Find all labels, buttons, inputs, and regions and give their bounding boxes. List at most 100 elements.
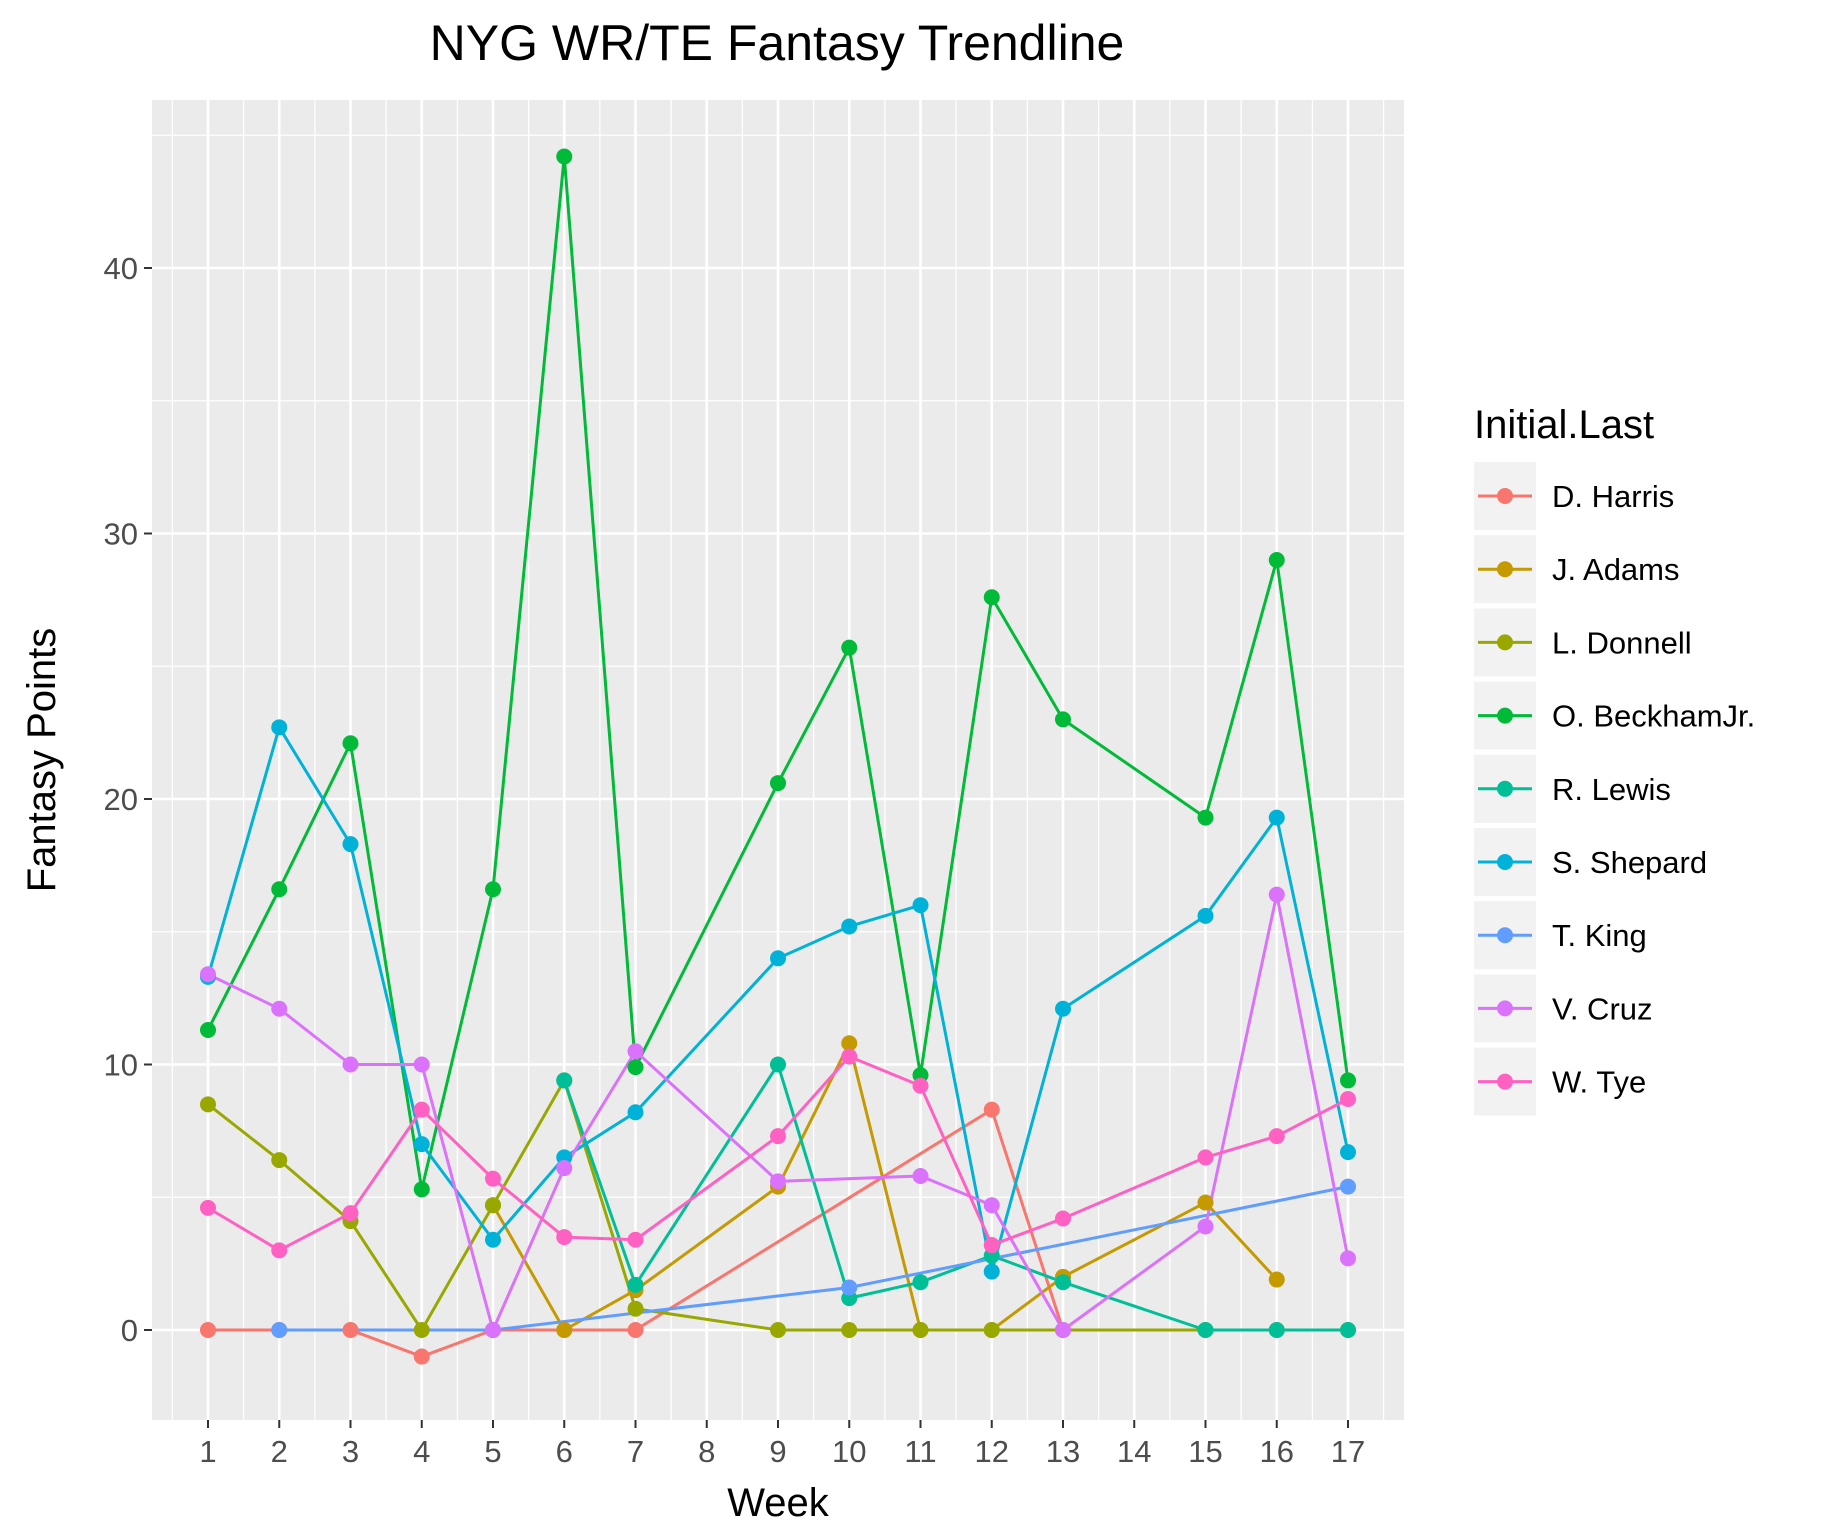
data-point-l-donnell (627, 1300, 644, 1317)
data-point-s-shepard (271, 719, 288, 736)
legend-label: L. Donnell (1552, 625, 1692, 660)
data-point-o-beckhamjr (1197, 809, 1214, 826)
data-point-d-harris (413, 1348, 430, 1365)
data-point-d-harris (200, 1322, 216, 1338)
data-point-l-donnell (200, 1096, 216, 1113)
data-point-v-cruz (983, 1197, 1000, 1214)
legend-label: W. Tye (1552, 1065, 1646, 1100)
data-point-t-king (1340, 1178, 1356, 1195)
data-point-v-cruz (1340, 1250, 1356, 1267)
data-point-d-harris (342, 1322, 359, 1338)
legend-title: Initial.Last (1474, 403, 1654, 447)
data-point-w-tye (983, 1237, 1000, 1254)
data-point-j-adams (841, 1035, 858, 1052)
data-point-s-shepard (1055, 1000, 1071, 1017)
x-tick-label: 5 (484, 1434, 501, 1469)
legend-item-l-donnell: L. Donnell (1474, 608, 1692, 677)
legend-item-r-lewis: R. Lewis (1474, 754, 1671, 823)
data-point-s-shepard (841, 918, 858, 935)
legend-label: S. Shepard (1552, 845, 1707, 880)
legend-item-o-beckhamjr: O. BeckhamJr. (1474, 681, 1755, 750)
data-point-o-beckhamjr (1268, 552, 1285, 569)
data-point-w-tye (841, 1048, 858, 1065)
data-point-l-donnell (983, 1322, 1000, 1338)
data-point-w-tye (485, 1170, 501, 1187)
data-point-j-adams (1197, 1194, 1214, 1211)
data-point-j-adams (1268, 1271, 1285, 1288)
legend-key-point (1497, 1073, 1513, 1090)
x-tick-label: 11 (904, 1434, 936, 1469)
data-point-w-tye (200, 1199, 216, 1216)
y-tick-label: 40 (104, 251, 138, 286)
y-tick-label: 0 (121, 1313, 138, 1348)
data-point-o-beckhamjr (200, 1021, 216, 1038)
data-point-w-tye (342, 1205, 359, 1222)
data-point-w-tye (1197, 1149, 1214, 1166)
x-tick-label: 17 (1331, 1434, 1365, 1469)
x-tick-label: 14 (1117, 1434, 1151, 1469)
series-line-v-cruz (207, 893, 1350, 1332)
data-point-o-beckhamjr (485, 881, 501, 898)
y-axis-title: Fantasy Points (20, 628, 64, 893)
data-point-o-beckhamjr (1340, 1072, 1356, 1089)
series-line-j-adams (491, 1041, 1278, 1332)
data-point-l-donnell (413, 1322, 430, 1338)
data-point-w-tye (1055, 1210, 1071, 1227)
data-point-r-lewis (1268, 1322, 1285, 1338)
data-point-w-tye (413, 1101, 430, 1118)
data-point-d-harris (983, 1101, 1000, 1118)
data-point-s-shepard (342, 836, 359, 853)
legend-label: V. Cruz (1552, 991, 1653, 1026)
data-point-d-harris (627, 1322, 644, 1338)
legend-item-j-adams: J. Adams (1474, 535, 1680, 604)
data-point-o-beckhamjr (841, 639, 858, 656)
data-point-r-lewis (1197, 1322, 1214, 1338)
data-point-v-cruz (342, 1056, 359, 1073)
legend-items: D. Harris J. Adams L. Donnell O. BeckhamJr.… (1474, 462, 1755, 1116)
legend-key-point (1497, 707, 1513, 724)
legend-item-d-harris: D. Harris (1474, 462, 1674, 530)
y-tick-label: 30 (104, 517, 138, 552)
legend-key-point (1497, 854, 1513, 870)
data-point-l-donnell (912, 1322, 929, 1338)
data-point-r-lewis (770, 1056, 786, 1073)
x-tick-label: 8 (698, 1434, 715, 1469)
x-tick-label: 2 (271, 1434, 288, 1469)
x-tick-label: 6 (556, 1434, 573, 1469)
data-point-o-beckhamjr (1055, 711, 1071, 728)
data-point-o-beckhamjr (413, 1181, 430, 1198)
data-point-r-lewis (556, 1072, 573, 1089)
data-point-v-cruz (200, 966, 216, 983)
legend-key-point (1497, 780, 1513, 797)
legend: Initial.Last D. Harris J. Adams L. Donnell… (1474, 403, 1755, 1116)
legend-item-v-cruz: V. Cruz (1474, 974, 1653, 1043)
data-point-v-cruz (912, 1168, 929, 1185)
y-tick-label: 20 (104, 782, 138, 817)
data-point-w-tye (1340, 1091, 1356, 1108)
x-axis: 1 2 3 4 5 6 7 8 9 10 11 12 13 14 15 16 17 (199, 1420, 1365, 1469)
data-point-o-beckhamjr (271, 881, 288, 898)
legend-label: J. Adams (1552, 552, 1680, 587)
data-point-s-shepard (770, 950, 786, 967)
data-point-l-donnell (770, 1322, 786, 1338)
data-point-o-beckhamjr (342, 735, 359, 752)
series-line-t-king (279, 1185, 1349, 1332)
data-point-l-donnell (841, 1322, 858, 1338)
legend-item-w-tye: W. Tye (1474, 1047, 1646, 1116)
data-point-r-lewis (912, 1274, 929, 1291)
data-point-o-beckhamjr (983, 589, 1000, 606)
series-line-r-lewis (562, 1063, 1348, 1332)
x-tick-label: 9 (769, 1434, 786, 1469)
x-tick-label: 12 (975, 1434, 1009, 1469)
plot-panel (152, 100, 1404, 1420)
data-point-t-king (271, 1322, 288, 1338)
legend-label: R. Lewis (1552, 772, 1671, 807)
data-point-v-cruz (556, 1160, 573, 1177)
data-point-s-shepard (1268, 809, 1285, 826)
data-point-w-tye (912, 1077, 929, 1094)
data-point-v-cruz (627, 1043, 644, 1060)
data-point-w-tye (1268, 1128, 1285, 1145)
data-point-s-shepard (983, 1263, 1000, 1280)
data-point-l-donnell (485, 1197, 501, 1214)
